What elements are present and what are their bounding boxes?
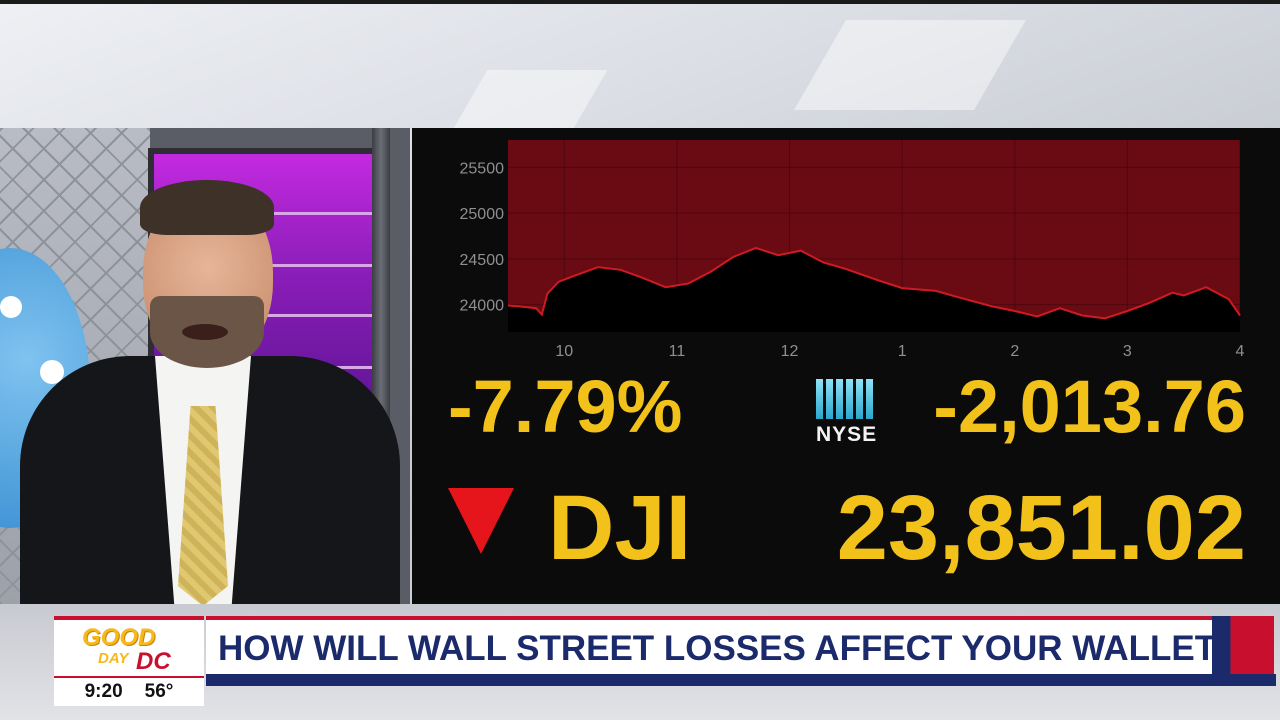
x-tick-label: 1 — [898, 343, 907, 360]
logo-day: DAY — [98, 650, 129, 667]
x-tick-label: 3 — [1123, 343, 1132, 360]
point-change: -2,013.76 — [933, 365, 1246, 448]
headline-bar: HOW WILL WALL STREET LOSSES AFFECT YOUR … — [206, 616, 1238, 678]
headline: HOW WILL WALL STREET LOSSES AFFECT YOUR … — [218, 629, 1238, 668]
percent-change: -7.79% — [448, 365, 683, 448]
x-tick-label: 11 — [669, 343, 686, 360]
logo-good: GOOD — [82, 624, 156, 651]
market-panel: 25500 25000 24500 24000 10 11 12 1 2 3 4 -7.79% NY… — [412, 128, 1280, 604]
nyse-bars-icon — [816, 379, 880, 419]
x-tick-label: 2 — [1010, 343, 1019, 360]
temperature: 56° — [144, 681, 174, 702]
x-tick-label: 10 — [555, 343, 573, 360]
nyse-label: NYSE — [816, 423, 878, 446]
presenter-mouth — [182, 324, 228, 340]
presenter-video — [0, 128, 410, 604]
headline-underbar — [206, 674, 1276, 686]
top-bar — [0, 0, 1280, 4]
x-tick-label: 12 — [781, 343, 799, 360]
dji-area-below — [508, 247, 1240, 332]
headline-accent — [1212, 616, 1274, 674]
y-tick-label: 25000 — [460, 206, 505, 223]
dji-series-line — [507, 246, 1241, 320]
logo-dc: DC — [136, 648, 171, 675]
good-day-dc-logo: GOOD DAY DC — [54, 616, 204, 680]
y-tick-label: 25500 — [460, 160, 505, 177]
down-arrow-icon — [448, 488, 514, 554]
clock-time: 9:20 — [84, 681, 123, 702]
index-name: DJI — [548, 477, 692, 579]
index-value: 23,851.02 — [836, 477, 1246, 579]
nyse-logo: NYSE — [816, 379, 880, 446]
y-tick-label: 24500 — [460, 252, 505, 269]
time-temperature-bar: 9:20 56° — [54, 676, 204, 706]
x-tick-label: 4 — [1236, 343, 1245, 360]
y-tick-label: 24000 — [460, 298, 505, 315]
logo-dot — [0, 296, 22, 318]
presenter-hair — [140, 180, 274, 235]
